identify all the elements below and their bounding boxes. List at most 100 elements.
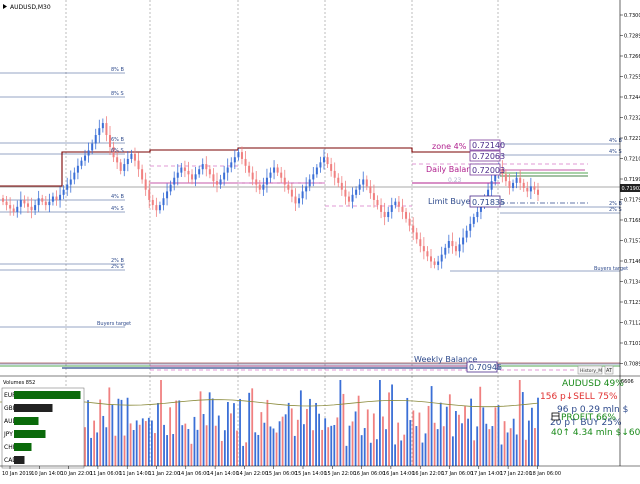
candle-body: [130, 154, 132, 159]
volume-bar: [206, 425, 208, 466]
volume-bar: [245, 442, 247, 466]
currency-strength-bar: [14, 430, 46, 438]
time-tick-label: 14 Jan 14:00: [207, 471, 239, 477]
volume-bar: [531, 408, 533, 466]
candle-body: [416, 232, 418, 239]
candle-body: [212, 174, 214, 181]
candle-body: [519, 178, 521, 183]
volume-bar: [482, 407, 484, 466]
volume-bar: [306, 409, 308, 466]
volume-bar: [440, 403, 442, 466]
candle-body: [327, 157, 329, 164]
time-tick-label: 11 Jan 14:00: [119, 471, 151, 477]
volume-bar: [130, 423, 132, 466]
candle-body: [184, 167, 186, 170]
candle-body: [512, 183, 514, 188]
price-tick-label: 0.72665: [624, 54, 640, 60]
volume-bar: [437, 429, 439, 466]
candle-body: [316, 167, 318, 174]
candle-body: [369, 186, 371, 193]
volume-bar: [364, 428, 366, 466]
volume-bar: [488, 429, 490, 466]
level-label-4s: 4% S: [111, 206, 124, 212]
candle-body: [526, 188, 528, 191]
volume-bar: [391, 384, 393, 466]
volume-bar: [409, 420, 411, 466]
candle-body: [337, 178, 339, 183]
volume-bar: [458, 415, 460, 466]
volume-bar: [291, 408, 293, 466]
candle-body: [88, 150, 90, 155]
candle-body: [430, 256, 432, 261]
volume-bar: [330, 426, 332, 466]
volume-bar: [504, 421, 506, 466]
price-tick-label: 0.71685: [624, 218, 640, 224]
limit-value: 0.71835: [472, 198, 505, 207]
volume-bar: [148, 418, 150, 466]
volume-bar: [321, 430, 323, 466]
volume-bar: [467, 419, 469, 466]
time-tick-label: 14 Jan 06:00: [178, 471, 210, 477]
volume-bar: [154, 433, 156, 466]
volume-bar: [522, 392, 524, 466]
volume-bar: [339, 380, 341, 466]
level-label-6b: 6% B: [111, 137, 125, 143]
candle-body: [52, 197, 54, 202]
candle-body: [166, 191, 168, 198]
candle-body: [84, 156, 86, 161]
volume-bar: [96, 432, 98, 466]
candle-body: [102, 123, 104, 128]
candle-body: [170, 185, 172, 192]
volume-bar: [422, 443, 424, 466]
price-tick-label: 0.71235: [624, 300, 640, 306]
candle-body: [202, 164, 204, 169]
candle-body: [508, 181, 510, 188]
price-tick-label: 0.71345: [624, 280, 640, 286]
volume-bar: [452, 436, 454, 466]
candle-body: [330, 164, 332, 171]
volume-bar: [485, 424, 487, 466]
candle-body: [352, 195, 354, 202]
candle-body: [9, 205, 11, 208]
candle-body: [441, 255, 443, 262]
currency-strength-bar: [14, 417, 39, 425]
volume-bar: [327, 427, 329, 466]
volume-bar: [203, 414, 205, 466]
volume-bar: [279, 421, 281, 466]
candle-body: [384, 212, 386, 217]
candle-body: [187, 171, 189, 174]
candle-body: [270, 173, 272, 178]
volume-bar: [157, 403, 159, 466]
price-tick-label: 0.71120: [624, 321, 640, 327]
candle-body: [155, 205, 157, 210]
volume-bar: [464, 406, 466, 466]
volume-bar: [93, 421, 95, 466]
candle-body: [412, 226, 414, 233]
volume-bar: [361, 435, 363, 466]
candle-body: [359, 185, 361, 190]
candle-body: [195, 174, 197, 179]
candle-body: [394, 202, 396, 205]
volume-bar: [461, 423, 463, 466]
time-tick-label: 11 Jan 06:00: [90, 471, 122, 477]
volume-bar: [528, 421, 530, 466]
level-label-6s: 6% S: [111, 148, 124, 154]
candle-body: [305, 186, 307, 191]
volume-bar: [263, 423, 265, 466]
time-tick-label: 15 Jan 06:00: [266, 471, 298, 477]
volume-bar: [373, 413, 375, 466]
volume-bar: [166, 435, 168, 466]
volume-bar: [491, 426, 493, 466]
candle-body: [234, 157, 236, 162]
volume-bar: [525, 440, 527, 466]
volume-bar: [209, 392, 211, 466]
price-tick-label: 0.71570: [624, 239, 640, 245]
candle-body: [462, 238, 464, 245]
candle-body: [77, 166, 79, 173]
currency-strength-bar: [14, 391, 81, 399]
volume-bar: [218, 416, 220, 466]
currency-strength-bar: [14, 443, 32, 451]
volume-bar: [215, 426, 217, 466]
